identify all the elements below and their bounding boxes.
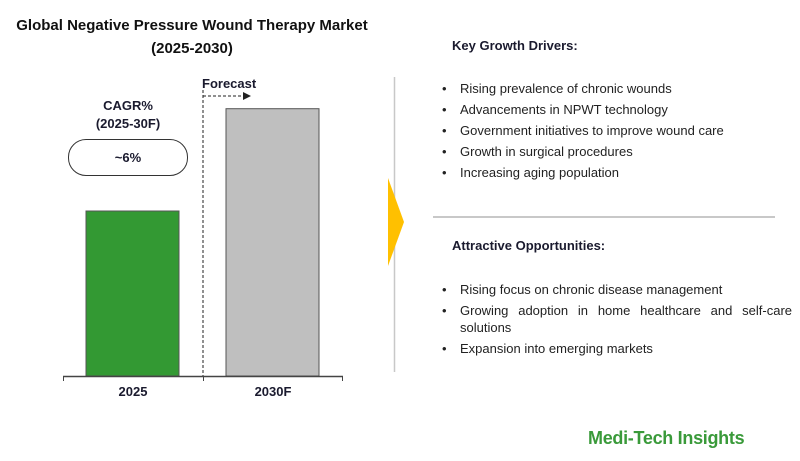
cagr-value: ~6% xyxy=(114,150,142,165)
opportunities-list: Rising focus on chronic disease manageme… xyxy=(442,281,792,361)
list-item: Growth in surgical procedures xyxy=(442,143,782,160)
list-item: Growing adoption in home healthcare and … xyxy=(442,302,792,336)
bar-2025 xyxy=(85,210,180,377)
cagr-label-line-2: (2025-30F) xyxy=(95,116,161,131)
forecast-label: Forecast xyxy=(202,76,257,91)
cagr-label-line-1: CAGR% xyxy=(103,98,153,113)
opportunities-heading: Attractive Opportunities: xyxy=(452,238,606,253)
list-item: Increasing aging population xyxy=(442,164,782,181)
list-item: Rising focus on chronic disease manageme… xyxy=(442,281,792,298)
list-item: Government initiatives to improve wound … xyxy=(442,122,782,139)
cagr-label: CAGR% (2025-30F) xyxy=(68,97,188,133)
title-line-2: (2025-2030) xyxy=(151,40,233,57)
bar-chart xyxy=(63,77,396,381)
horizontal-divider xyxy=(433,216,775,218)
list-item: Rising prevalence of chronic wounds xyxy=(442,80,782,97)
x-tick-label: 2025 xyxy=(118,384,148,399)
drivers-heading: Key Growth Drivers: xyxy=(452,38,578,53)
chevron-arrow-icon xyxy=(388,178,404,266)
forecast-arrow-icon xyxy=(243,92,251,100)
cagr-value-pill: ~6% xyxy=(68,139,188,176)
x-tick-label: 2030F xyxy=(254,384,292,399)
bar-2030F xyxy=(225,108,320,377)
list-item: Advancements in NPWT technology xyxy=(442,101,782,118)
title-line-1: Global Negative Pressure Wound Therapy M… xyxy=(16,17,368,34)
list-item: Expansion into emerging markets xyxy=(442,340,792,357)
chart-title: Global Negative Pressure Wound Therapy M… xyxy=(0,14,384,60)
brand-logo: Medi-Tech Insights xyxy=(588,428,745,448)
drivers-list: Rising prevalence of chronic wounds Adva… xyxy=(442,80,782,185)
